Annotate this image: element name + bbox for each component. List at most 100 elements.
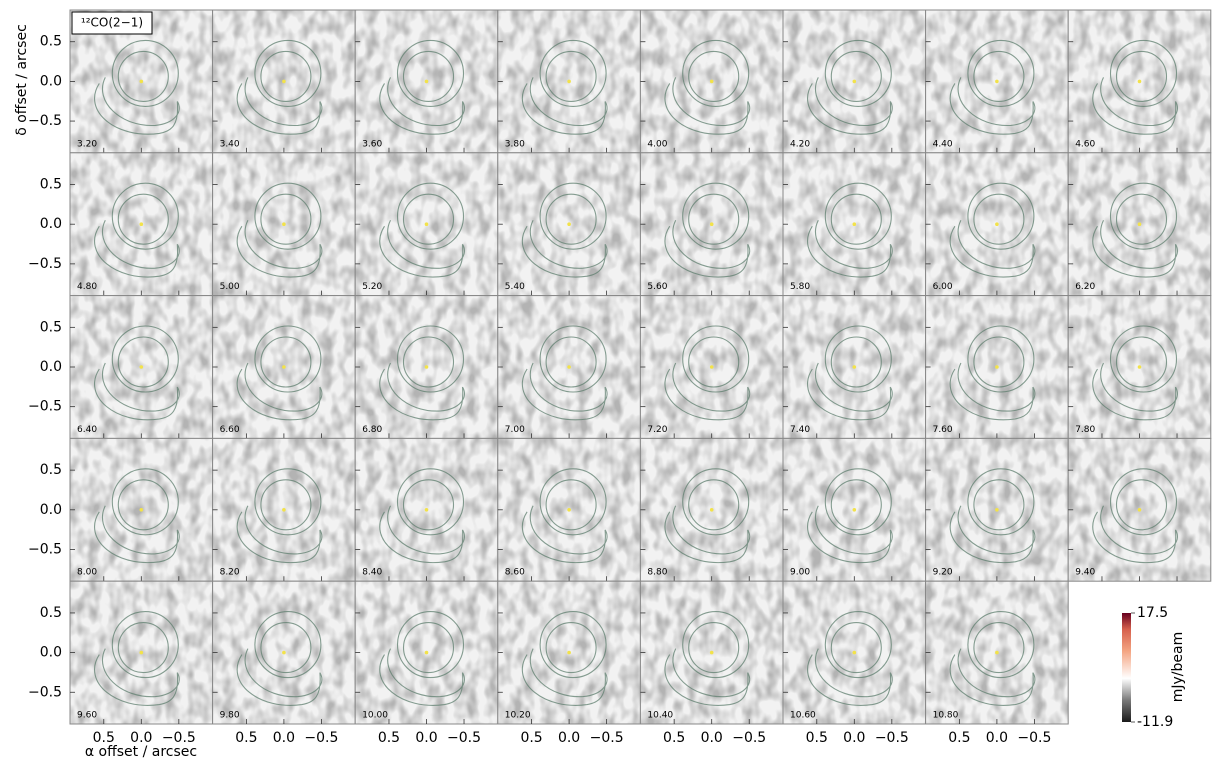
channel-panel: 6.40 0.5 0.0 −0.5 bbox=[28, 295, 214, 439]
channel-label: 4.60 bbox=[1075, 139, 1095, 149]
channel-panel: 4.80 0.5 0.0 −0.5 bbox=[28, 152, 214, 297]
channel-panel: 5.00 bbox=[212, 152, 356, 297]
channel-panel: 10.60 0.5 0.0 −0.5 bbox=[782, 580, 927, 746]
channel-panel: 8.40 bbox=[354, 437, 499, 582]
channel-label: 6.60 bbox=[220, 425, 240, 435]
y-tick-label: 0.5 bbox=[40, 34, 62, 50]
y-tick-label: −0.5 bbox=[28, 399, 62, 415]
x-tick-label: −0.5 bbox=[1017, 730, 1051, 746]
channel-panel: 6.20 bbox=[1067, 152, 1212, 297]
x-tick-label: −0.5 bbox=[162, 730, 196, 746]
channel-label: 5.60 bbox=[647, 282, 667, 292]
x-tick-label: 0.0 bbox=[558, 730, 580, 746]
channel-panel: 3.60 bbox=[354, 9, 499, 154]
channel-label: 7.80 bbox=[1075, 425, 1095, 435]
y-tick-label: 0.0 bbox=[40, 645, 62, 661]
channel-label: 8.80 bbox=[647, 568, 667, 578]
channel-panel: 3.40 bbox=[212, 9, 356, 154]
channel-label: 10.80 bbox=[933, 711, 959, 721]
channel-panel: 5.60 bbox=[639, 152, 784, 297]
colorbar-tick-label: 17.5 bbox=[1137, 605, 1168, 621]
y-tick-label: 0.5 bbox=[40, 319, 62, 335]
channel-label: 3.20 bbox=[77, 139, 97, 149]
channel-label: 7.40 bbox=[790, 425, 810, 435]
colorbar-label: mJy/beam bbox=[1170, 632, 1186, 703]
channel-label: 9.60 bbox=[77, 711, 97, 721]
channel-label: 8.40 bbox=[362, 568, 382, 578]
channel-panel: 3.80 bbox=[497, 9, 641, 154]
channel-panel: 9.80 0.5 0.0 −0.5 bbox=[212, 580, 356, 746]
x-tick-label: 0.0 bbox=[986, 730, 1008, 746]
channel-panel: 5.80 bbox=[782, 152, 927, 297]
channel-panel: 8.20 bbox=[212, 437, 356, 582]
channel-panel: 7.20 bbox=[639, 295, 784, 439]
x-tick-label: 0.5 bbox=[663, 730, 685, 746]
channel-label: 3.80 bbox=[505, 139, 525, 149]
channel-label: 6.80 bbox=[362, 425, 382, 435]
channel-label: 8.60 bbox=[505, 568, 525, 578]
x-tick-label: 0.0 bbox=[273, 730, 295, 746]
y-tick-label: 0.0 bbox=[40, 502, 62, 518]
x-tick-label: 0.5 bbox=[378, 730, 400, 746]
channel-panel: 9.60 0.5 0.0 −0.5 0.5 0.0 −0.5 bbox=[28, 580, 214, 746]
channel-label: 4.80 bbox=[77, 282, 97, 292]
channel-panel: 7.60 bbox=[925, 295, 1069, 439]
channel-panel: 10.80 0.5 0.0 −0.5 bbox=[925, 580, 1069, 746]
line-label-box bbox=[71, 11, 153, 35]
channel-label: 7.60 bbox=[933, 425, 953, 435]
channel-label: 7.00 bbox=[505, 425, 525, 435]
channel-label: 9.20 bbox=[933, 568, 953, 578]
channel-label: 3.60 bbox=[362, 139, 382, 149]
channel-panel: 6.60 bbox=[212, 295, 356, 439]
x-tick-label: 0.0 bbox=[701, 730, 723, 746]
x-tick-label: 0.0 bbox=[415, 730, 437, 746]
channel-label: 5.20 bbox=[362, 282, 382, 292]
channel-label: 4.40 bbox=[933, 139, 953, 149]
channel-panel: 4.40 bbox=[925, 9, 1069, 154]
y-tick-label: 0.5 bbox=[40, 462, 62, 478]
panels: 3.20 0.5 0.0 −0.5 3.40 3.60 3.80 4.00 4.20 4.40 4.… bbox=[28, 9, 1212, 746]
y-tick-label: −0.5 bbox=[28, 684, 62, 700]
x-tick-label: 0.5 bbox=[520, 730, 542, 746]
channel-panel: 10.20 0.5 0.0 −0.5 bbox=[497, 580, 641, 746]
channel-panel: 4.60 bbox=[1067, 9, 1212, 154]
x-tick-label: 0.0 bbox=[843, 730, 865, 746]
channel-label: 10.40 bbox=[647, 711, 673, 721]
channel-label: 6.20 bbox=[1075, 282, 1095, 292]
channel-label: 9.40 bbox=[1075, 568, 1095, 578]
x-axis-label: α offset / arcsec bbox=[85, 744, 197, 760]
channel-panel: 4.20 bbox=[782, 9, 927, 154]
y-tick-label: 0.0 bbox=[40, 73, 62, 89]
channel-label: 3.40 bbox=[220, 139, 240, 149]
x-tick-label: −0.5 bbox=[304, 730, 338, 746]
y-tick-label: 0.5 bbox=[40, 605, 62, 621]
channel-panel: 6.80 bbox=[354, 295, 499, 439]
channel-panel: 5.20 bbox=[354, 152, 499, 297]
channel-panel: 4.00 bbox=[639, 9, 784, 154]
colorbar bbox=[1122, 613, 1131, 722]
channel-panel: 9.20 bbox=[925, 437, 1069, 582]
channel-label: 10.00 bbox=[362, 711, 388, 721]
channel-panel: 6.00 bbox=[925, 152, 1069, 297]
channel-label: 6.00 bbox=[933, 282, 953, 292]
channel-label: 5.80 bbox=[790, 282, 810, 292]
channel-panel: 10.40 0.5 0.0 −0.5 bbox=[639, 580, 784, 746]
x-tick-label: 0.5 bbox=[93, 730, 115, 746]
channel-label: 4.00 bbox=[647, 139, 667, 149]
y-axis-label: δ offset / arcsec bbox=[14, 24, 30, 136]
y-tick-label: 0.5 bbox=[40, 177, 62, 193]
x-tick-label: 0.5 bbox=[235, 730, 257, 746]
x-tick-label: −0.5 bbox=[590, 730, 624, 746]
channel-panel: 9.40 bbox=[1067, 437, 1212, 582]
channel-label: 7.20 bbox=[647, 425, 667, 435]
x-tick-label: −0.5 bbox=[732, 730, 766, 746]
channel-label: 9.80 bbox=[220, 711, 240, 721]
channel-panel: 8.80 bbox=[639, 437, 784, 582]
y-tick-label: 0.0 bbox=[40, 359, 62, 375]
colorbar-tick-label: -11.9 bbox=[1137, 714, 1173, 730]
channel-panel: 7.00 bbox=[497, 295, 641, 439]
x-tick-label: −0.5 bbox=[447, 730, 481, 746]
channel-panel: 9.00 bbox=[782, 437, 927, 582]
channel-label: 8.20 bbox=[220, 568, 240, 578]
